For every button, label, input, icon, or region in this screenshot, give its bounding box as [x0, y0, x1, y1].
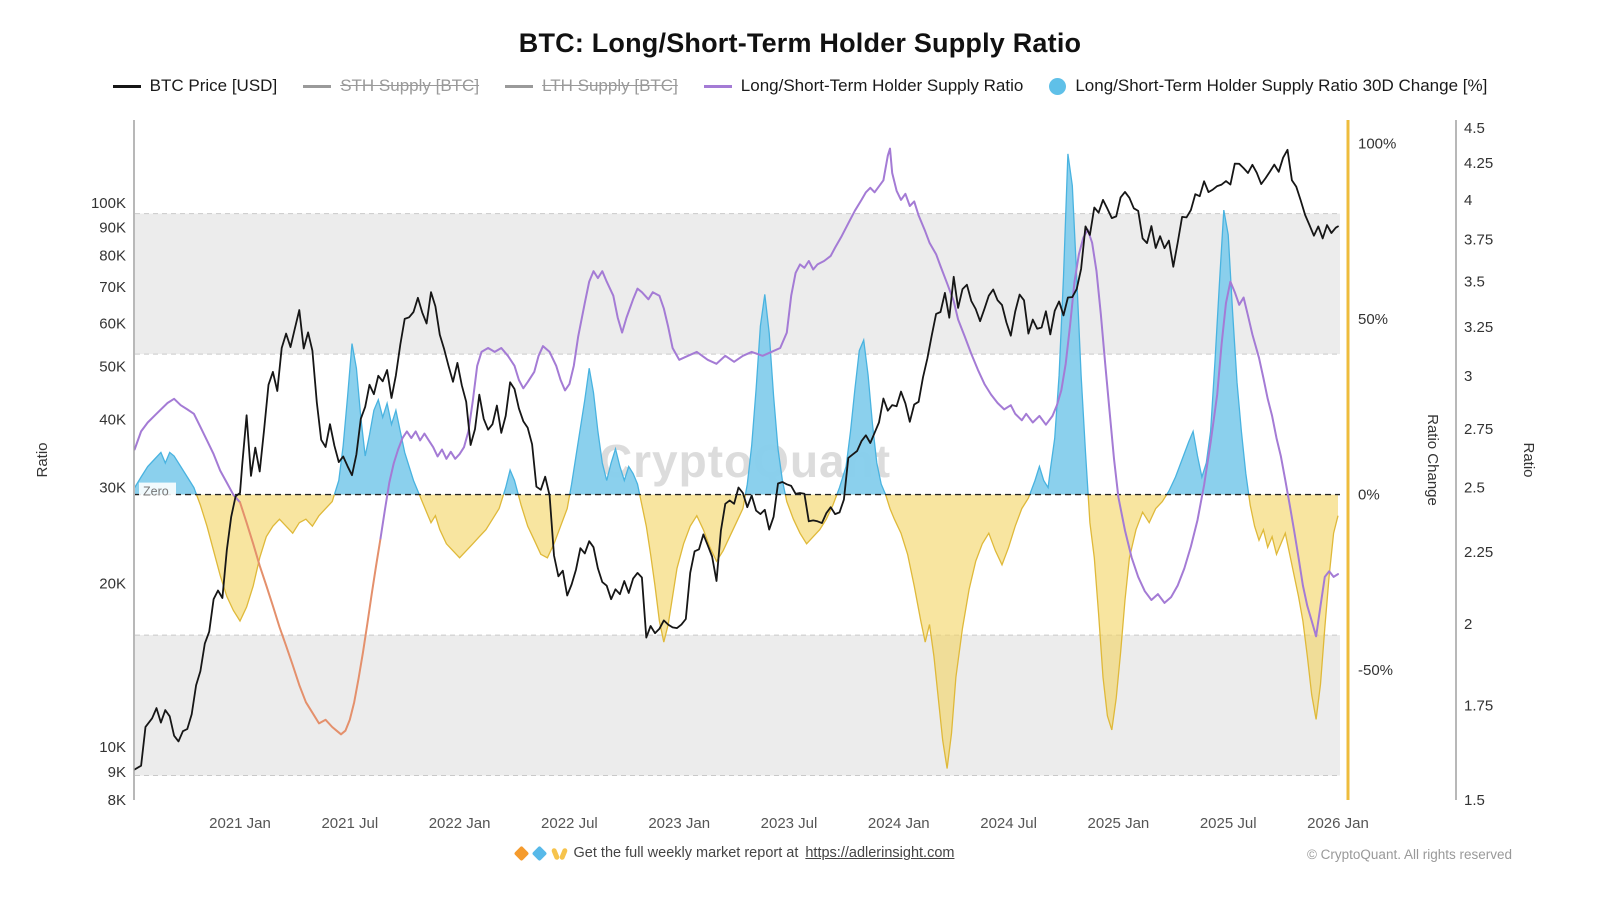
- ratio-tick-label: 4.5: [1464, 120, 1485, 137]
- left-tick-label: 90K: [99, 220, 126, 237]
- right-ratio-axis-title: Ratio: [1520, 442, 1537, 477]
- x-tick-label: 2022 Jul: [541, 815, 598, 832]
- left-tick-label: 20K: [99, 575, 126, 592]
- area-negative-fill: [135, 494, 1338, 769]
- ratio-tick-label: 4: [1464, 192, 1472, 209]
- x-tick-label: 2025 Jul: [1200, 815, 1257, 832]
- zero-label: Zero: [143, 485, 169, 499]
- legend-circle-swatch: [1049, 77, 1067, 95]
- legend-bar: BTC Price [USD] STH Supply [BTC] LTH Suppl…: [0, 76, 1600, 96]
- ratio-tick-label: 3: [1464, 368, 1472, 385]
- left-tick-label: 80K: [99, 248, 126, 265]
- x-tick-label: 2024 Jul: [980, 815, 1037, 832]
- copyright: © CryptoQuant. All rights reserved: [1306, 847, 1512, 862]
- left-axis-title: Ratio: [34, 442, 51, 477]
- footer: Get the full weekly market report at htt…: [0, 845, 1470, 861]
- ratio-tick-label: 2.25: [1464, 544, 1493, 561]
- watermark: CryptoQuant: [599, 435, 891, 487]
- blue-gem-icon: [531, 845, 547, 861]
- series-layer: Zero: [133, 147, 1340, 771]
- axes-layer: 100K 90K 80K 70K 60K 50K 40K 30K 20K 10K 9K 8K 100% 5…: [91, 120, 1493, 832]
- ratio-tick-label: 2.5: [1464, 479, 1485, 496]
- grid-bands-layer: [135, 213, 1340, 777]
- x-tick-label: 2021 Jan: [209, 815, 271, 832]
- area-negative-edge: [195, 494, 1339, 769]
- pct-tick-label: 50%: [1358, 311, 1388, 328]
- left-tick-label: 60K: [99, 316, 126, 333]
- x-tick-label: 2025 Jan: [1088, 815, 1150, 832]
- area-positive-edge: [135, 153, 1250, 495]
- footer-text: Get the full weekly market report at: [573, 845, 799, 861]
- series-line: [239, 501, 382, 736]
- plot-area[interactable]: [135, 120, 1340, 800]
- grid-band: [135, 635, 1340, 776]
- legend-item[interactable]: Long/Short-Term Holder Supply Ratio: [703, 76, 1024, 96]
- legend-line-swatch: [703, 84, 732, 88]
- x-tick-label: 2023 Jul: [761, 815, 818, 832]
- left-tick-label: 50K: [99, 359, 126, 376]
- legend-item-label: LTH Supply [BTC]: [542, 76, 678, 95]
- legend-item-label: Long/Short-Term Holder Supply Ratio 30D …: [1075, 76, 1488, 95]
- series-line: [133, 148, 1339, 771]
- left-tick-label: 40K: [99, 411, 126, 428]
- pct-tick-label: 0%: [1358, 487, 1380, 504]
- x-tick-label: 2021 Jul: [321, 815, 378, 832]
- ratio-tick-label: 2.75: [1464, 421, 1493, 438]
- ratio-change-axis-title: Ratio Change: [1424, 414, 1441, 506]
- ratio-tick-label: 1.5: [1464, 792, 1485, 809]
- ratio-tick-label: 3.75: [1464, 231, 1493, 248]
- chart-title: BTC: Long/Short-Term Holder Supply Ratio: [518, 28, 1082, 58]
- legend-item-label: Long/Short-Term Holder Supply Ratio: [740, 76, 1024, 95]
- left-tick-label: 100K: [91, 195, 126, 212]
- legend-line-swatch: [505, 84, 534, 88]
- grid-band: [135, 213, 1340, 355]
- legend-item[interactable]: Long/Short-Term Holder Supply Ratio 30D …: [1049, 76, 1487, 96]
- left-tick-label: 30K: [99, 479, 126, 496]
- legend-line-swatch: [112, 84, 141, 88]
- left-tick-label: 10K: [99, 739, 126, 756]
- raised-hands-icon: [552, 847, 567, 860]
- ratio-tick-label: 2: [1464, 616, 1472, 633]
- series-line: [379, 147, 1339, 638]
- ratio-tick-label: 3.5: [1464, 274, 1485, 291]
- axis-titles: Ratio Ratio Change Ratio: [34, 414, 1537, 506]
- legend-item[interactable]: BTC Price [USD]: [112, 76, 278, 96]
- ratio-tick-label: 4.25: [1464, 155, 1493, 172]
- x-tick-label: 2023 Jan: [648, 815, 710, 832]
- orange-diamond-icon: [513, 845, 529, 861]
- pct-tick-label: -50%: [1358, 662, 1393, 679]
- legend-line-swatch: [303, 84, 332, 88]
- x-tick-label: 2024 Jan: [868, 815, 930, 832]
- ratio-tick-label: 3.25: [1464, 319, 1493, 336]
- ratio-tick-label: 1.75: [1464, 698, 1493, 715]
- x-tick-label: 2022 Jan: [429, 815, 491, 832]
- left-tick-label: 9K: [108, 764, 126, 781]
- x-tick-label: 2026 Jan: [1307, 815, 1369, 832]
- legend-item[interactable]: LTH Supply [BTC]: [505, 76, 678, 96]
- legend-item[interactable]: STH Supply [BTC]: [303, 76, 479, 96]
- zero-label-bg: [139, 482, 176, 499]
- left-tick-label: 70K: [99, 279, 126, 296]
- footer-link[interactable]: https://adlerinsight.com: [805, 845, 955, 861]
- pct-tick-label: 100%: [1358, 135, 1396, 152]
- series-line: [133, 397, 241, 504]
- legend-item-label: BTC Price [USD]: [149, 76, 278, 95]
- left-tick-label: 8K: [108, 792, 126, 809]
- legend-item-label: STH Supply [BTC]: [340, 76, 480, 95]
